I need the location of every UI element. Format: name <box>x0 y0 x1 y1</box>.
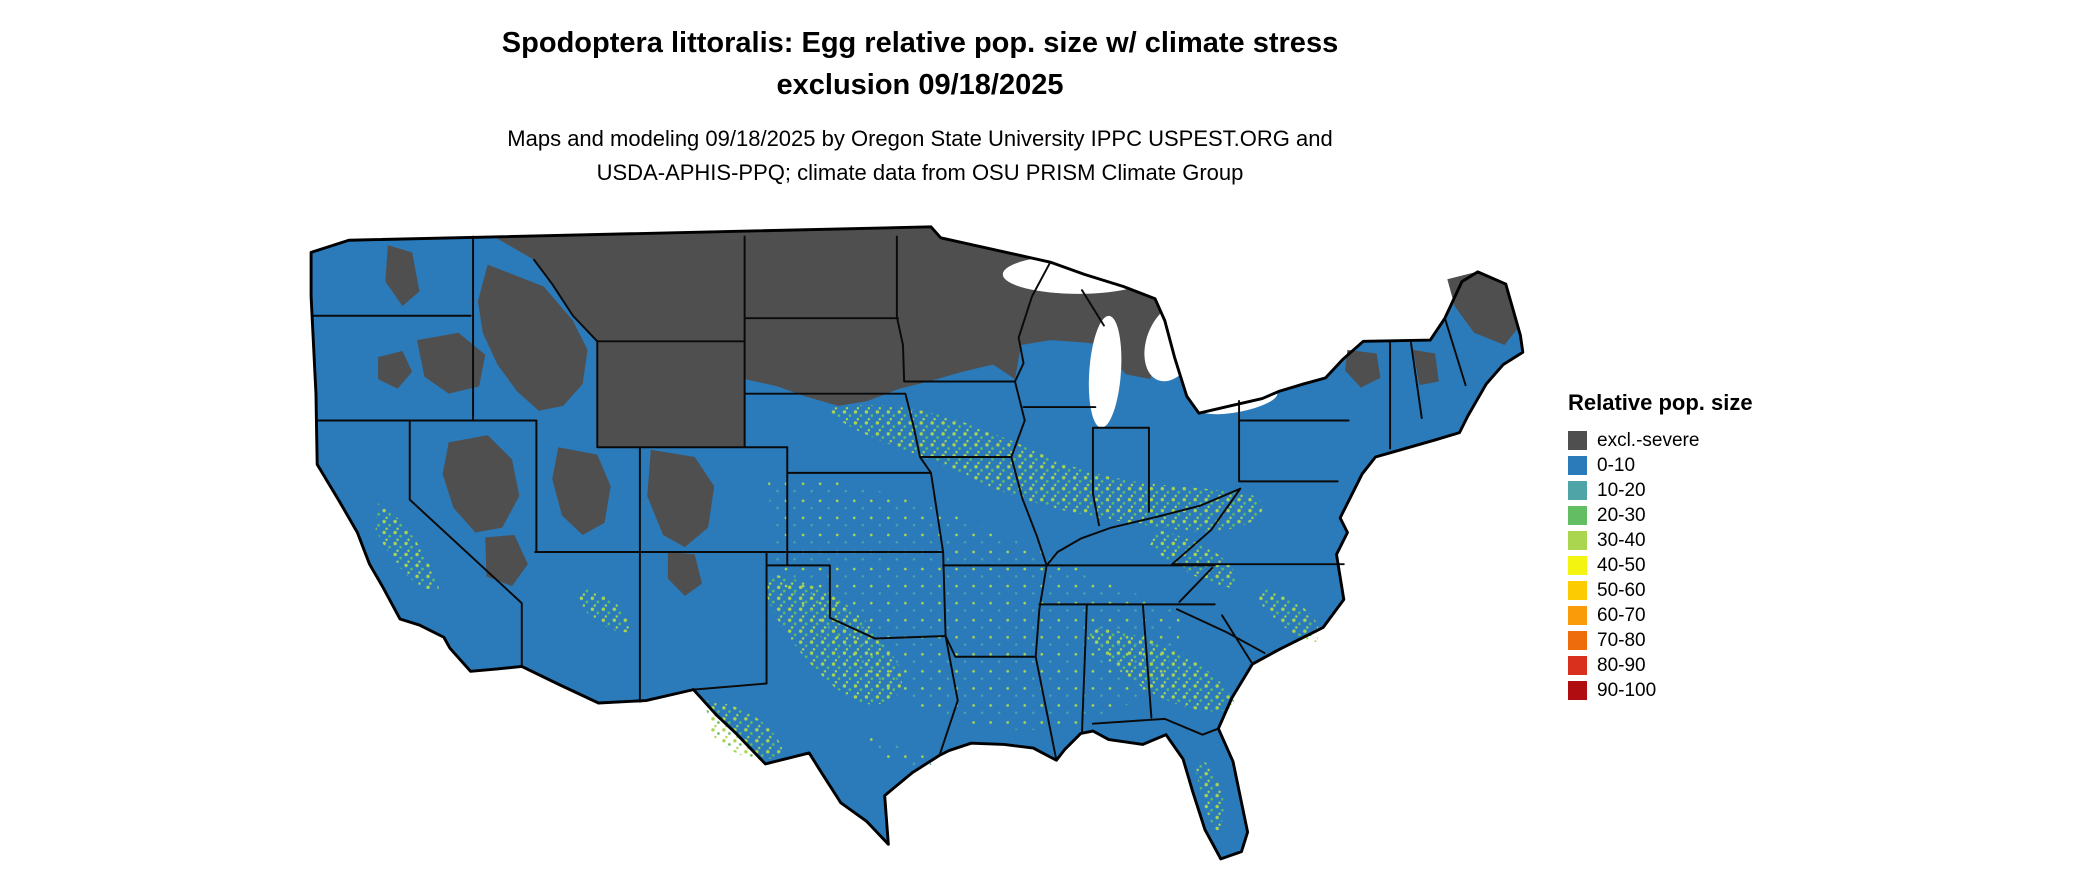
legend-item: 20-30 <box>1568 503 1848 528</box>
legend: Relative pop. size excl.-severe 0-10 10-20… <box>1568 390 1848 703</box>
legend-item-label: 70-80 <box>1597 630 1646 651</box>
legend-item: 30-40 <box>1568 528 1848 553</box>
state-borders <box>312 235 1467 762</box>
legend-item-label: 60-70 <box>1597 605 1646 626</box>
national-border <box>309 225 1525 861</box>
legend-item: excl.-severe <box>1568 428 1848 453</box>
excluded-oregon-cascades <box>378 351 413 389</box>
legend-item-label: 80-90 <box>1597 655 1646 676</box>
legend-item-label: 40-50 <box>1597 555 1646 576</box>
legend-swatch <box>1568 481 1587 500</box>
legend-swatch <box>1568 506 1587 525</box>
excluded-severe-regions <box>378 228 1518 596</box>
excluded-nevada-south <box>485 534 528 587</box>
legend-swatch <box>1568 606 1587 625</box>
legend-item-label: 50-60 <box>1597 580 1646 601</box>
legend-swatch <box>1568 531 1587 550</box>
legend-item: 50-60 <box>1568 578 1848 603</box>
great-lakes <box>1002 254 1322 428</box>
lake-ontario <box>1261 359 1322 382</box>
excluded-washington-cascades <box>385 245 420 306</box>
map-title: Spodoptera littoralis: Egg relative pop.… <box>250 22 1590 106</box>
legend-swatch <box>1568 581 1587 600</box>
map-attribution-line2: USDA-APHIS-PPQ; climate data from OSU PR… <box>596 160 1244 185</box>
excluded-nevada-ranges <box>442 435 520 533</box>
excluded-white-mountains <box>1413 349 1439 386</box>
map-attribution: Maps and modeling 09/18/2025 by Oregon S… <box>250 122 1590 190</box>
excluded-new-mexico-mountains <box>667 552 703 596</box>
excluded-northern-maine <box>1447 271 1518 345</box>
legend-item-label: 10-20 <box>1597 480 1646 501</box>
legend-title: Relative pop. size <box>1568 390 1753 415</box>
legend-swatch <box>1568 656 1587 675</box>
legend-item-label: excl.-severe <box>1597 430 1700 451</box>
map-title-line2: exclusion 09/18/2025 <box>776 69 1064 101</box>
legend-swatch <box>1568 456 1587 475</box>
excluded-utah-plateau <box>552 447 611 535</box>
excluded-adirondacks <box>1345 349 1381 388</box>
legend-swatch <box>1568 556 1587 575</box>
legend-item-label: 90-100 <box>1597 680 1657 701</box>
legend-swatch <box>1568 631 1587 650</box>
excluded-eastern-oregon <box>417 332 486 394</box>
speckle-overlay-regions <box>375 404 1319 833</box>
legend-item: 80-90 <box>1568 653 1848 678</box>
excluded-northern-tier <box>493 228 1165 406</box>
legend-item-label: 0-10 <box>1597 455 1636 476</box>
legend-item: 70-80 <box>1568 628 1848 653</box>
excluded-wyoming <box>597 341 745 448</box>
legend-swatch <box>1568 681 1587 700</box>
excluded-colorado-rockies <box>647 449 715 548</box>
legend-swatch <box>1568 431 1587 450</box>
lake-michigan <box>1088 315 1122 428</box>
legend-item: 40-50 <box>1568 553 1848 578</box>
us-risk-map <box>305 222 1535 882</box>
legend-items: excl.-severe 0-10 10-20 20-30 30-40 40-50 50-6… <box>1568 428 1848 703</box>
legend-item: 10-20 <box>1568 478 1848 503</box>
us-map-svg <box>309 225 1525 861</box>
legend-item: 0-10 <box>1568 453 1848 478</box>
map-attribution-line1: Maps and modeling 09/18/2025 by Oregon S… <box>507 126 1333 151</box>
map-title-line1: Spodoptera littoralis: Egg relative pop.… <box>501 27 1339 59</box>
legend-item: 60-70 <box>1568 603 1848 628</box>
legend-item-label: 30-40 <box>1597 530 1646 551</box>
legend-item-label: 20-30 <box>1597 505 1646 526</box>
excluded-idaho-mountains <box>477 264 588 411</box>
legend-item: 90-100 <box>1568 678 1848 703</box>
